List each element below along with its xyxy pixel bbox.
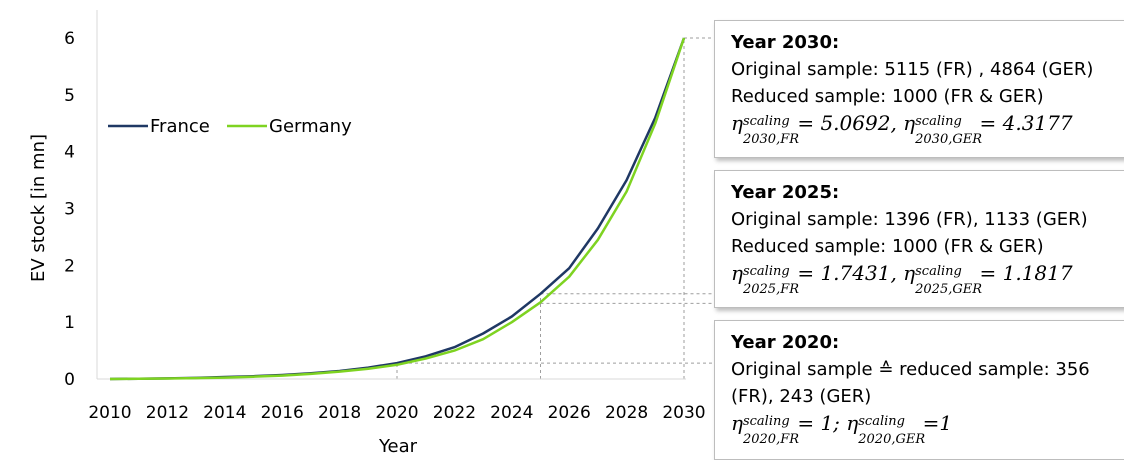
y-tick-label: 4 bbox=[64, 143, 75, 163]
annotation-line: Original sample: 1396 (FR), 1133 (GER) bbox=[731, 209, 1088, 230]
y-tick-label: 6 bbox=[64, 29, 75, 49]
legend-label: Germany bbox=[269, 116, 352, 137]
eta-value: = 5.0692, bbox=[797, 111, 897, 135]
eta-subscript: 2025,FR bbox=[742, 282, 800, 297]
series-line-france bbox=[109, 37, 686, 381]
eta-symbol: η bbox=[903, 111, 916, 135]
x-tick-label: 2018 bbox=[318, 403, 361, 423]
scaling-formula: η scaling 2020,FR = 1; η scaling 2020,GER =1 bbox=[731, 410, 1117, 447]
eta-superscript: scaling bbox=[858, 414, 905, 429]
annotation-header: Year 2030: bbox=[731, 32, 840, 53]
annotation-line: (FR), 243 (GER) bbox=[731, 386, 872, 407]
annotation-header: Year 2020: bbox=[731, 332, 840, 353]
annotation-line: Original sample: 5115 (FR) , 4864 (GER) bbox=[731, 59, 1094, 80]
annotation-box-2025: Year 2025: Original sample: 1396 (FR), 1… bbox=[714, 170, 1124, 308]
eta-superscript: scaling bbox=[742, 264, 790, 279]
legend: France Germany bbox=[108, 116, 352, 137]
eta-subscript: 2030,FR bbox=[742, 132, 800, 147]
series-lines bbox=[109, 37, 686, 381]
y-axis-title: EV stock [in mn] bbox=[28, 134, 49, 282]
eta-subscript: 2030,GER bbox=[915, 132, 983, 147]
scaling-formula: η scaling 2030,FR = 5.0692, η scaling 2030,G… bbox=[731, 110, 1117, 147]
axes: 0 1 2 3 4 5 6 2010 2012 2014 2016 2018 2020 2022 2024 2… bbox=[64, 10, 706, 423]
eta-superscript: scaling bbox=[742, 114, 790, 129]
y-tick-label: 0 bbox=[64, 370, 75, 390]
x-tick-label: 2022 bbox=[433, 403, 476, 423]
annotation-line: Original sample ≙ reduced sample: 356 bbox=[731, 359, 1090, 380]
annotation-header: Year 2025: bbox=[731, 182, 840, 203]
eta-subscript: 2020,FR bbox=[742, 432, 800, 447]
y-tick-label: 2 bbox=[64, 256, 75, 276]
x-tick-label: 2026 bbox=[548, 403, 591, 423]
y-tick-label: 1 bbox=[64, 313, 75, 333]
eta-symbol: η bbox=[903, 261, 916, 285]
x-tick-label: 2010 bbox=[88, 403, 131, 423]
annotation-box-2030: Year 2030: Original sample: 5115 (FR) , … bbox=[714, 20, 1124, 158]
guide-lines bbox=[396, 37, 714, 379]
x-tick-label: 2030 bbox=[662, 403, 705, 423]
x-tick-label: 2016 bbox=[261, 403, 304, 423]
eta-superscript: scaling bbox=[915, 114, 962, 129]
eta-subscript: 2025,GER bbox=[915, 282, 983, 297]
eta-symbol: η bbox=[846, 411, 859, 435]
eta-symbol: η bbox=[731, 411, 743, 435]
x-tick-label: 2012 bbox=[146, 403, 189, 423]
eta-value: = 1; bbox=[797, 411, 840, 435]
eta-value: = 1.1817 bbox=[979, 261, 1073, 285]
x-tick-label: 2028 bbox=[605, 403, 648, 423]
series-line-germany bbox=[109, 37, 686, 381]
annotation-box-2020: Year 2020: Original sample ≙ reduced sam… bbox=[714, 320, 1124, 460]
y-tick-label: 3 bbox=[64, 200, 75, 220]
legend-label: France bbox=[150, 116, 210, 137]
eta-superscript: scaling bbox=[742, 414, 790, 429]
eta-symbol: η bbox=[731, 261, 743, 285]
eta-value: = 1.7431, bbox=[797, 261, 897, 285]
scaling-formula: η scaling 2025,FR = 1.7431, η scaling 2025,G… bbox=[731, 260, 1117, 297]
x-tick-label: 2024 bbox=[490, 403, 533, 423]
x-tick-label: 2014 bbox=[203, 403, 246, 423]
eta-symbol: η bbox=[731, 111, 743, 135]
x-tick-label: 2020 bbox=[375, 403, 418, 423]
eta-value: =1 bbox=[922, 411, 953, 435]
x-axis-title: Year bbox=[378, 436, 418, 456]
annotation-line: Reduced sample: 1000 (FR & GER) bbox=[731, 86, 1044, 107]
eta-value: = 4.3177 bbox=[979, 111, 1073, 135]
annotation-line: Reduced sample: 1000 (FR & GER) bbox=[731, 236, 1044, 257]
eta-subscript: 2020,GER bbox=[858, 432, 926, 447]
eta-superscript: scaling bbox=[915, 264, 962, 279]
y-tick-label: 5 bbox=[64, 86, 75, 106]
